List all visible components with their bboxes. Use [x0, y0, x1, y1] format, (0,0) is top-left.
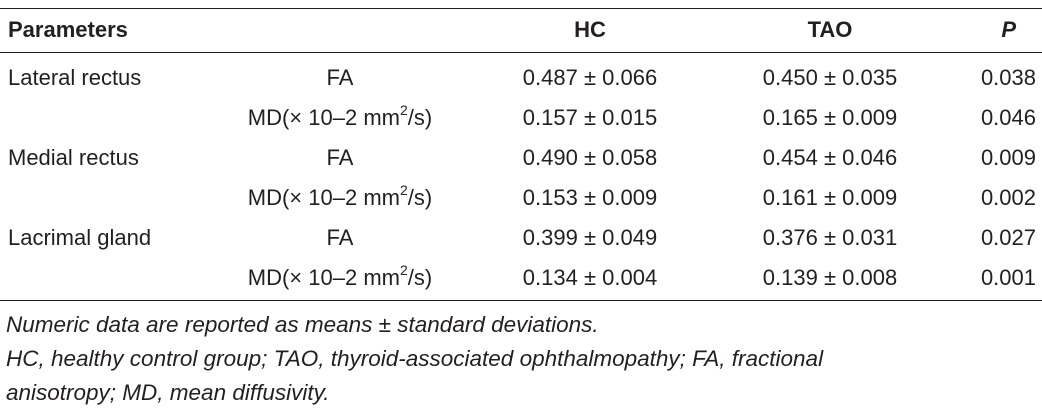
header-tao: TAO	[807, 17, 853, 42]
table-row: MD(× 10–2 mm2/s) 0.153 ± 0.009 0.161 ± 0.0…	[0, 178, 1042, 218]
cell-metric: FA	[190, 218, 490, 258]
cell-hc: 0.157 ± 0.015	[522, 105, 658, 130]
cell-metric-tail: /s)	[407, 105, 433, 130]
cell-metric: MD(× 10–2 mm2/s)	[190, 98, 490, 138]
cell-tao: 0.376 ± 0.031	[762, 225, 898, 250]
table-row: Lacrimal gland FA 0.399 ± 0.049 0.376 ± 0.0…	[0, 218, 1042, 258]
cell-metric: FA	[190, 58, 490, 98]
cell-tao: 0.161 ± 0.009	[762, 185, 898, 210]
table-bottom-rule	[0, 300, 1042, 301]
cell-metric-main: MD(× 10–2 mm	[247, 185, 400, 210]
table-header-row: Parameters HC TAO P	[0, 10, 1042, 50]
cell-hc: 0.153 ± 0.009	[522, 185, 658, 210]
table-row: MD(× 10–2 mm2/s) 0.157 ± 0.015 0.165 ± 0.0…	[0, 98, 1042, 138]
table-row: Medial rectus FA 0.490 ± 0.058 0.454 ± 0.04…	[0, 138, 1042, 178]
cell-metric-superscript: 2	[399, 101, 408, 118]
cell-p: 0.046	[980, 105, 1036, 130]
cell-p: 0.002	[980, 185, 1036, 210]
header-parameters: Parameters	[8, 17, 128, 42]
cell-metric-tail: /s)	[407, 265, 433, 290]
cell-metric-main: MD(× 10–2 mm	[247, 105, 400, 130]
cell-hc: 0.134 ± 0.004	[522, 265, 658, 290]
cell-metric: MD(× 10–2 mm2/s)	[190, 178, 490, 218]
cell-hc: 0.490 ± 0.058	[522, 145, 658, 170]
cell-tao: 0.450 ± 0.035	[762, 65, 898, 90]
cell-tao: 0.165 ± 0.009	[762, 105, 898, 130]
cell-tao: 0.139 ± 0.008	[762, 265, 898, 290]
cell-tao: 0.454 ± 0.046	[762, 145, 898, 170]
table-header-rule	[0, 52, 1042, 53]
cell-p: 0.009	[980, 145, 1036, 170]
cell-metric-main: MD(× 10–2 mm	[247, 265, 400, 290]
header-p: P	[1001, 17, 1016, 42]
table-top-rule	[0, 8, 1042, 9]
cell-metric-main: FA	[326, 145, 354, 170]
cell-metric: MD(× 10–2 mm2/s)	[190, 258, 490, 298]
table-row: Lateral rectus FA 0.487 ± 0.066 0.450 ± 0.0…	[0, 58, 1042, 98]
header-hc: HC	[574, 17, 606, 42]
cell-group: Lateral rectus	[8, 65, 142, 90]
table-row: MD(× 10–2 mm2/s) 0.134 ± 0.004 0.139 ± 0.0…	[0, 258, 1042, 298]
cell-hc: 0.399 ± 0.049	[522, 225, 658, 250]
cell-hc: 0.487 ± 0.066	[522, 65, 658, 90]
cell-metric-superscript: 2	[399, 261, 408, 278]
footnote-line-2: HC, healthy control group; TAO, thyroid-…	[6, 346, 824, 371]
cell-p: 0.038	[980, 65, 1036, 90]
cell-metric-tail: /s)	[407, 185, 433, 210]
cell-group: Medial rectus	[8, 145, 139, 170]
footnote-line-3: anisotropy; MD, mean diffusivity.	[6, 380, 330, 405]
cell-p: 0.001	[980, 265, 1036, 290]
cell-p: 0.027	[980, 225, 1036, 250]
cell-metric: FA	[190, 138, 490, 178]
footnote-line-1: Numeric data are reported as means ± sta…	[6, 312, 599, 337]
cell-metric-main: FA	[326, 65, 354, 90]
cell-metric-main: FA	[326, 225, 354, 250]
cell-group: Lacrimal gland	[8, 225, 152, 250]
cell-metric-superscript: 2	[399, 181, 408, 198]
